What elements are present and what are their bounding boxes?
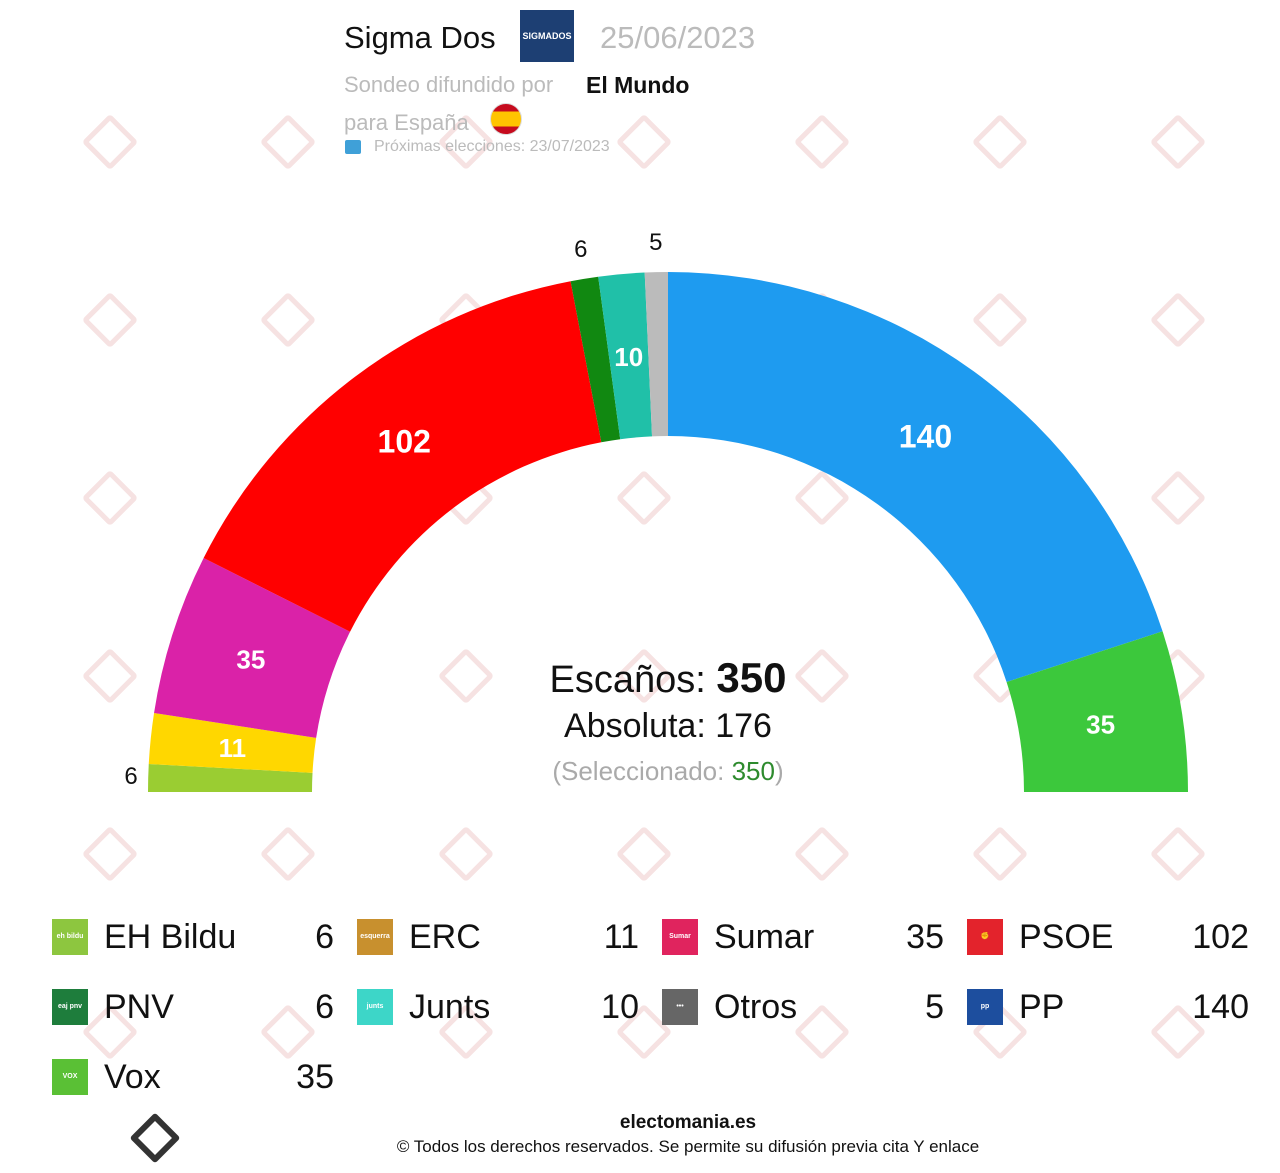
psoe-logo-icon: ✊: [967, 919, 1003, 955]
legend-party-name: PP: [1019, 987, 1065, 1026]
segment-sumar[interactable]: [154, 558, 351, 738]
legend-seats: 140: [1192, 987, 1249, 1026]
next-elections: Próximas elecciones: 23/07/2023: [374, 138, 610, 155]
segment-junts[interactable]: [598, 272, 653, 440]
segment-pnv[interactable]: [570, 276, 621, 443]
segment-vox[interactable]: [1006, 631, 1188, 792]
segment-label: 140: [899, 419, 952, 455]
footer-copyright: © Todos los derechos reservados. Se perm…: [396, 1137, 980, 1156]
legend-item: eaj pnv PNV 6: [52, 987, 334, 1027]
legend-seats: 6: [315, 987, 334, 1026]
segment-eh-bildu[interactable]: [148, 764, 313, 792]
pnv-logo-icon: eaj pnv: [52, 989, 88, 1025]
legend-item: pp PP 140: [967, 987, 1249, 1027]
pollster-logo: SIGMADOS: [520, 10, 574, 62]
legend-seats: 10: [601, 987, 639, 1026]
legend-party-name: Sumar: [714, 917, 815, 956]
legend-party-name: ERC: [409, 917, 481, 956]
segment-label: 35: [236, 645, 265, 675]
legend-party-name: Junts: [409, 987, 491, 1026]
junts-logo-icon: junts: [357, 989, 393, 1025]
legend-item: ••• Otros 5: [662, 987, 944, 1027]
selected-value: 350: [731, 756, 775, 786]
selected-close: ): [774, 756, 784, 786]
legend-party-name: PSOE: [1019, 917, 1114, 956]
segment-label: 5: [649, 229, 662, 256]
others-logo-icon: •••: [662, 989, 698, 1025]
segment-label: 6: [124, 763, 137, 790]
legend-item: eh bildu EH Bildu 6: [52, 917, 334, 957]
majority-label: Absoluta: 176: [564, 707, 772, 745]
segment-pp[interactable]: [668, 272, 1163, 682]
legend-party-name: Vox: [104, 1057, 161, 1096]
erc-logo-icon: esquerra: [357, 919, 393, 955]
legend-item: esquerra ERC 11: [357, 917, 639, 957]
spread-by-label: Sondeo difundido por: [344, 72, 554, 97]
pp-logo-icon: pp: [967, 989, 1003, 1025]
segment-erc[interactable]: [148, 712, 317, 773]
segment-label: 102: [378, 423, 431, 459]
legend-seats: 5: [925, 987, 944, 1026]
legend-seats: 102: [1192, 917, 1249, 956]
sumar-logo-icon: Sumar: [662, 919, 698, 955]
poll-date: 25/06/2023: [600, 20, 756, 55]
segment-label: 35: [1086, 709, 1115, 739]
segment-otros[interactable]: [644, 272, 668, 437]
seats-total: Escaños: 350: [0, 655, 1280, 703]
legend-seats: 11: [603, 917, 639, 956]
segment-label: 6: [574, 236, 587, 263]
eh-bildu-logo-icon: eh bildu: [52, 919, 88, 955]
legend-item: Sumar Sumar 35: [662, 917, 944, 957]
segment-label: 11: [219, 733, 247, 763]
legend-item: VOX Vox 35: [52, 1057, 334, 1097]
pollster-name: Sigma Dos: [344, 20, 496, 55]
legend-party-name: EH Bildu: [104, 917, 237, 956]
legend-party-name: PNV: [104, 987, 174, 1026]
ballot-box-icon: [345, 140, 361, 154]
hemicycle-chart: 6 11 35 102 6 10 5 140 35: [124, 229, 1188, 792]
spain-flag-icon: [490, 103, 522, 135]
legend-item: ✊ PSOE 102: [967, 917, 1249, 957]
vox-logo-icon: VOX: [52, 1059, 88, 1095]
seats-total-value: 350: [716, 654, 787, 701]
legend-seats: 6: [315, 917, 334, 956]
footer-site[interactable]: electomania.es: [619, 1112, 757, 1133]
legend-item: junts Junts 10: [357, 987, 639, 1027]
selected-seats: (Seleccionado: 350): [0, 755, 1280, 787]
legend-seats: 35: [906, 917, 944, 956]
media-name: El Mundo: [586, 72, 690, 98]
segment-psoe[interactable]: [203, 281, 602, 632]
selected-label: (Seleccionado:: [552, 756, 732, 786]
segment-label: 10: [614, 342, 643, 372]
region-label: para España: [344, 110, 469, 135]
seats-label: Escaños:: [549, 659, 706, 701]
legend-party-name: Otros: [714, 987, 798, 1026]
legend-seats: 35: [296, 1057, 334, 1096]
